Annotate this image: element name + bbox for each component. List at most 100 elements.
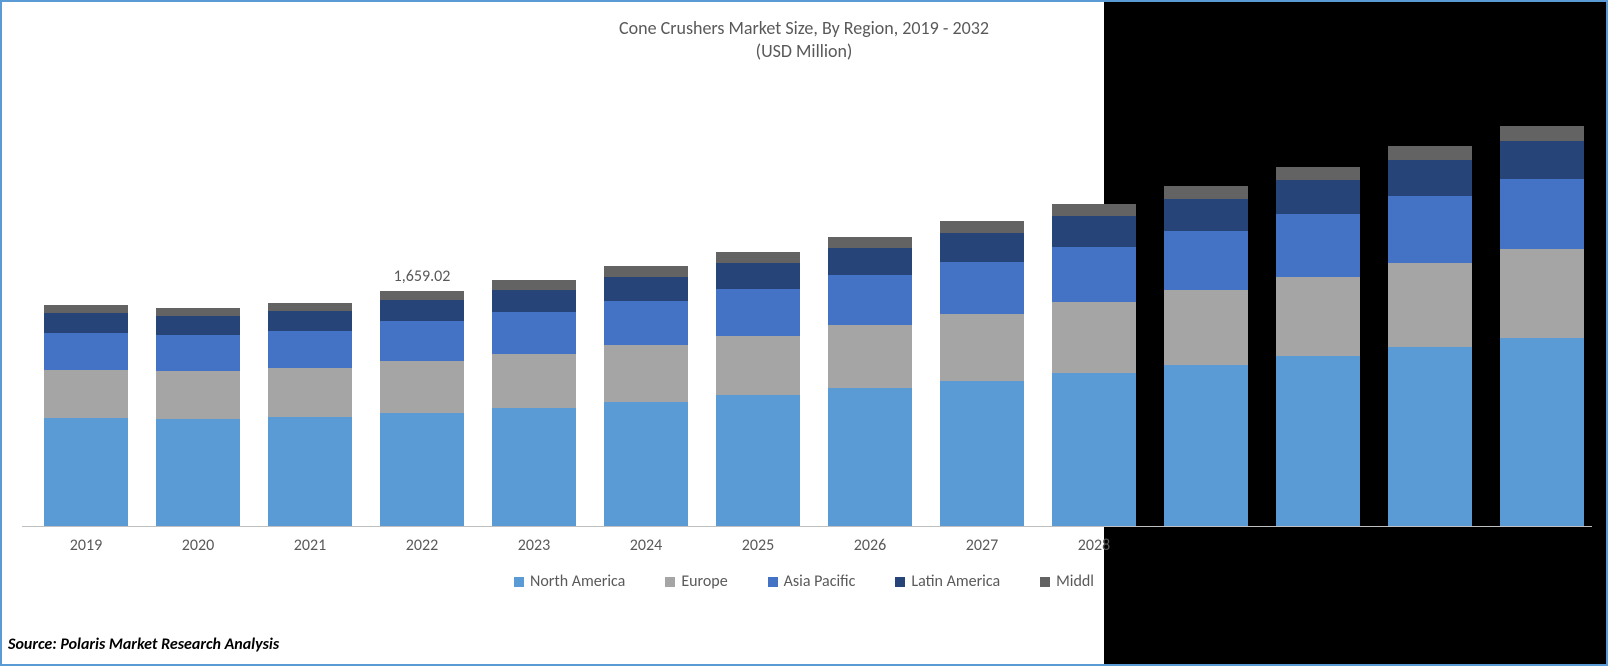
bar-segment — [44, 370, 128, 418]
x-axis-label: 2021 — [294, 536, 326, 555]
x-axis-label: 2019 — [70, 536, 102, 555]
bar-segment — [604, 345, 688, 402]
chart-title: Cone Crushers Market Size, By Region, 20… — [12, 17, 1596, 64]
bar-segment — [828, 237, 912, 248]
bar-group: 2025 — [716, 252, 800, 526]
bar-segment — [1388, 263, 1472, 348]
bar-stack — [1276, 167, 1360, 527]
bar-segment — [380, 291, 464, 300]
bar-segment — [268, 311, 352, 331]
bar-segment — [492, 280, 576, 290]
bar-segment — [1500, 338, 1584, 526]
bar-segment — [1052, 373, 1136, 526]
bar-segment — [1276, 180, 1360, 214]
x-axis-label: 2026 — [854, 536, 886, 555]
source-label: Source: Polaris Market Research Analysis — [8, 635, 279, 654]
bar-group — [1276, 167, 1360, 527]
chart-area: Cone Crushers Market Size, By Region, 20… — [12, 12, 1596, 652]
bar-segment — [44, 333, 128, 370]
legend-swatch — [665, 577, 675, 587]
legend-item: North America — [514, 572, 625, 591]
bar-segment — [940, 262, 1024, 315]
bar-segment — [940, 233, 1024, 262]
legend-item: Europe — [665, 572, 727, 591]
bar-stack — [716, 252, 800, 526]
bar-segment — [1388, 196, 1472, 262]
bar-group: 2028 — [1052, 204, 1136, 526]
bar-group: 2023 — [492, 280, 576, 526]
bar-segment — [1164, 186, 1248, 199]
bar-segment — [604, 266, 688, 276]
bar-group — [1500, 126, 1584, 526]
bar-stack — [1052, 204, 1136, 526]
bar-segment — [828, 248, 912, 275]
bar-segment — [1388, 160, 1472, 196]
x-axis-label: 2023 — [518, 536, 550, 555]
bar-segment — [44, 418, 128, 526]
bar-segment — [828, 388, 912, 526]
bar-segment — [44, 313, 128, 333]
x-axis-label: 2027 — [966, 536, 998, 555]
bar-stack — [1388, 146, 1472, 526]
bar-group: 2020 — [156, 308, 240, 526]
bar-segment — [1052, 302, 1136, 373]
bar-segment — [1500, 126, 1584, 141]
bar-stack — [940, 221, 1024, 526]
x-axis-label: 2025 — [742, 536, 774, 555]
bar-segment — [1052, 247, 1136, 303]
legend-label: Europe — [681, 572, 727, 591]
bar-segment — [716, 395, 800, 526]
bar-segment — [44, 305, 128, 314]
bar-segment — [380, 361, 464, 413]
bar-group: 2024 — [604, 266, 688, 526]
title-line1: Cone Crushers Market Size, By Region, 20… — [12, 17, 1596, 40]
title-line2: (USD Million) — [12, 40, 1596, 63]
bar-segment — [1500, 249, 1584, 338]
bar-segment — [492, 312, 576, 354]
x-axis-label: 2028 — [1078, 536, 1110, 555]
bar-segment — [380, 321, 464, 361]
x-axis-label: 2024 — [630, 536, 662, 555]
bar-segment — [1276, 356, 1360, 526]
bar-segment — [156, 371, 240, 419]
bar-segment — [1276, 167, 1360, 181]
bar-group — [1388, 146, 1472, 526]
legend-label: Latin America — [911, 572, 1000, 591]
bar-segment — [828, 275, 912, 325]
bar-segment — [380, 413, 464, 526]
legend-item: Asia Pacific — [768, 572, 856, 591]
legend-label: Asia Pacific — [784, 572, 856, 591]
bar-segment — [1164, 290, 1248, 365]
bar-segment — [156, 335, 240, 371]
bar-segment — [1052, 216, 1136, 246]
bar-stack — [1500, 126, 1584, 526]
bar-segment — [1500, 179, 1584, 249]
bar-stack — [268, 303, 352, 527]
bar-stack — [828, 237, 912, 526]
legend-swatch — [514, 577, 524, 587]
bar-segment — [156, 419, 240, 526]
bar-segment — [156, 316, 240, 335]
legend-label: Middl — [1056, 572, 1094, 591]
bar-segment — [1052, 204, 1136, 216]
bar-group: 2021 — [268, 303, 352, 527]
x-axis-label: 2022 — [406, 536, 438, 555]
bar-segment — [1500, 141, 1584, 179]
bar-stack — [492, 280, 576, 526]
legend-swatch — [768, 577, 778, 587]
bar-stack — [380, 291, 464, 526]
bar-stack — [1164, 186, 1248, 526]
bar-segment — [604, 301, 688, 345]
bar-segment — [716, 289, 800, 336]
bar-segment — [940, 314, 1024, 381]
bar-group — [1164, 186, 1248, 526]
bar-group: 2026 — [828, 237, 912, 526]
legend-label: North America — [530, 572, 625, 591]
bar-segment — [604, 277, 688, 301]
bar-segment — [492, 354, 576, 408]
bar-stack — [44, 305, 128, 526]
bar-segment — [380, 300, 464, 322]
bar-segment — [716, 252, 800, 263]
legend: North America Europe Asia Pacific Latin Ame… — [12, 572, 1596, 591]
bar-group: 20221,659.02 — [380, 291, 464, 526]
